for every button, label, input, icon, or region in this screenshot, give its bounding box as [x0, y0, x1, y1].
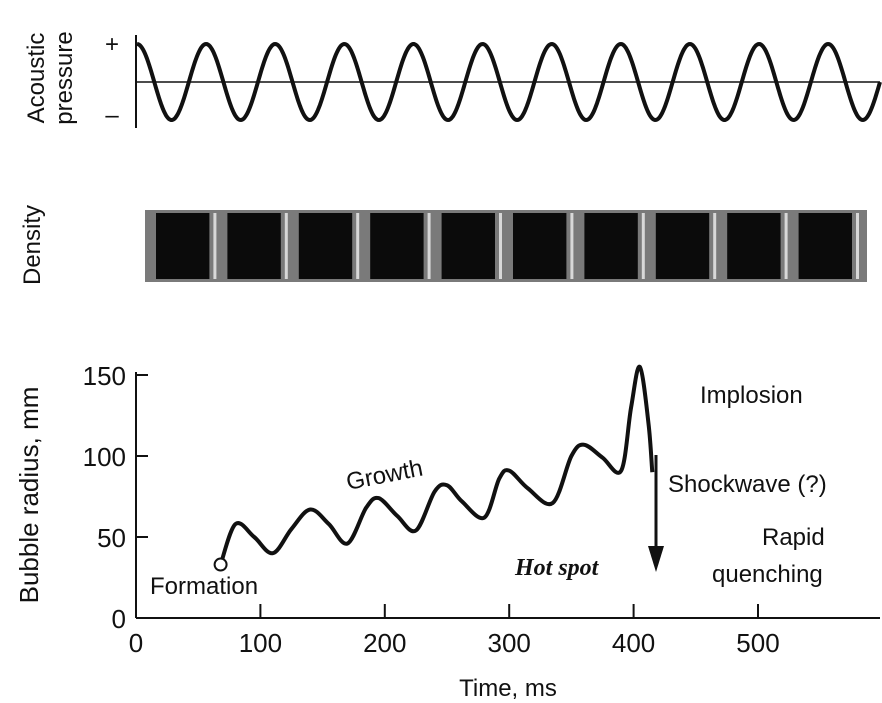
- bubble-radius-panel: Bubble radius, mm 0 50 100 150 0 100 200 300 40…: [14, 361, 880, 702]
- formation-label: Formation: [150, 573, 258, 600]
- density-dark-band: [513, 213, 567, 279]
- x-tick-label: 300: [488, 628, 531, 658]
- y-tick-label: 50: [97, 523, 126, 553]
- bubble-radius-curve: [218, 364, 655, 566]
- density-dark-band: [441, 213, 495, 279]
- pressure-ylabel-line1: Acoustic: [23, 33, 50, 124]
- shockwave-label: Shockwave (?): [668, 471, 827, 498]
- density-panel: Density: [19, 205, 867, 285]
- quenching-label: quenching: [712, 561, 823, 588]
- density-light-streak: [284, 213, 288, 279]
- pressure-plus-label: +: [105, 31, 119, 58]
- shockwave-arrow-head: [648, 546, 664, 572]
- hot-spot-label: Hot spot: [514, 555, 600, 581]
- density-dark-band: [227, 213, 281, 279]
- density-light-streak: [499, 213, 502, 279]
- density-dark-band: [798, 213, 852, 279]
- x-tick-label: 500: [736, 628, 779, 658]
- x-axis-label: Time, ms: [459, 675, 557, 702]
- density-light-streak: [213, 213, 217, 279]
- density-dark-band: [655, 213, 710, 279]
- density-light-streak: [570, 213, 574, 279]
- y-axis-label: Bubble radius, mm: [14, 387, 44, 604]
- y-tick-label: 150: [83, 361, 126, 391]
- density-dark-band: [584, 213, 638, 279]
- growth-label: Growth: [344, 455, 425, 496]
- formation-marker: [213, 557, 228, 572]
- implosion-label: Implosion: [700, 382, 803, 409]
- density-ylabel: Density: [19, 205, 46, 285]
- density-light-streak: [856, 213, 859, 279]
- x-ticks: 0 100 200 300 400 500: [129, 604, 780, 658]
- pressure-panel: Acoustic pressure + –: [23, 31, 882, 129]
- density-bands: [156, 213, 859, 279]
- x-tick-label: 400: [612, 628, 655, 658]
- y-tick-label: 100: [83, 442, 126, 472]
- density-dark-band: [156, 213, 210, 279]
- pressure-ylabel-line2: pressure: [51, 31, 78, 124]
- x-tick-label: 100: [239, 628, 282, 658]
- density-dark-band: [727, 213, 781, 279]
- rapid-label: Rapid: [762, 524, 825, 551]
- pressure-minus-label: –: [105, 102, 119, 129]
- density-light-streak: [427, 213, 431, 279]
- y-ticks: 0 50 100 150: [83, 361, 148, 634]
- density-light-streak: [713, 213, 717, 279]
- y-tick-label: 0: [112, 604, 126, 634]
- x-tick-label: 0: [129, 628, 143, 658]
- pressure-wave: [136, 41, 882, 123]
- density-dark-band: [298, 213, 353, 279]
- x-tick-label: 200: [363, 628, 406, 658]
- density-light-streak: [356, 213, 360, 279]
- density-light-streak: [641, 213, 645, 279]
- density-light-streak: [784, 213, 788, 279]
- density-dark-band: [370, 213, 424, 279]
